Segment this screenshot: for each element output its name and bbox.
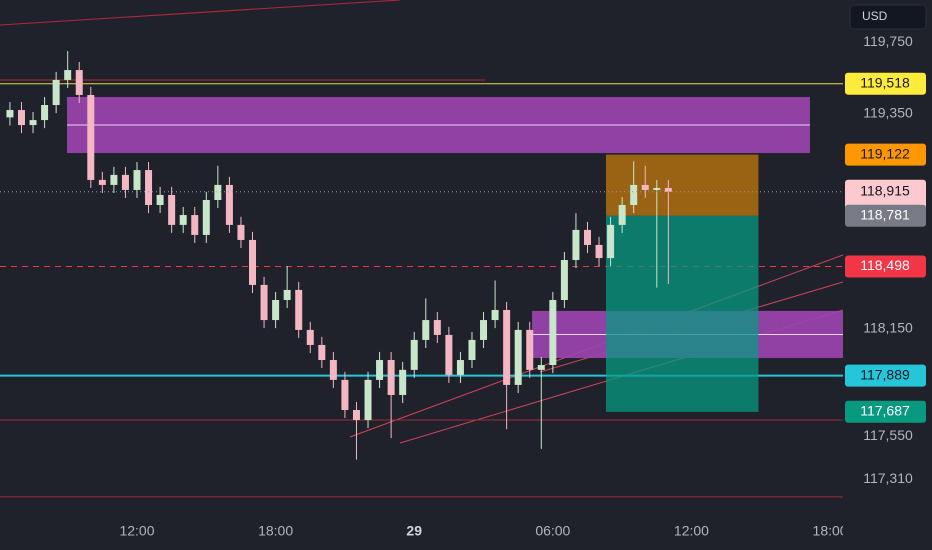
- price-badge: [845, 72, 926, 95]
- candle-body: [664, 187, 672, 192]
- candle-body: [29, 120, 37, 126]
- candle-body: [352, 410, 360, 421]
- x-tick-label: 12:00: [119, 523, 154, 539]
- candle-body: [6, 110, 14, 118]
- price-badge-label: 118,498: [860, 257, 910, 273]
- x-tick-label: 18:00: [813, 523, 848, 539]
- position-stop: [605, 154, 759, 216]
- candle-body: [560, 260, 568, 300]
- candle-body: [191, 215, 199, 235]
- candle-body: [503, 310, 511, 385]
- price-badge-label: 119,122: [860, 145, 910, 161]
- candle-body: [272, 299, 280, 321]
- price-badge: [845, 255, 926, 278]
- candle-body: [318, 344, 326, 361]
- candle-body: [237, 224, 245, 240]
- price-badge: [845, 204, 926, 227]
- candle-body: [52, 79, 60, 106]
- candle-body: [87, 94, 95, 180]
- currency-button[interactable]: USD: [849, 4, 927, 30]
- candle-body: [399, 369, 407, 395]
- candle-body: [618, 205, 626, 225]
- candle-body: [306, 329, 314, 345]
- candle-body: [583, 229, 591, 245]
- candle-body: [526, 329, 534, 370]
- candle-body: [260, 284, 268, 321]
- candle-body: [595, 244, 603, 259]
- y-tick-label: 119,750: [863, 33, 913, 49]
- candle-body: [433, 320, 441, 335]
- price-badge: [845, 143, 926, 166]
- currency[interactable]: USD: [862, 9, 888, 23]
- candle-body: [214, 184, 222, 200]
- candle-body: [410, 339, 418, 370]
- candle-body: [422, 320, 430, 340]
- candle-body: [110, 174, 118, 185]
- candle-body: [341, 379, 349, 411]
- candle-body: [98, 179, 106, 185]
- candle-body: [630, 184, 638, 206]
- candle-body: [641, 184, 649, 190]
- x-tick-label: 06:00: [535, 523, 570, 539]
- candle-body: [249, 239, 257, 285]
- candle-body: [364, 379, 372, 421]
- candle-body: [653, 187, 661, 190]
- candle-body: [225, 184, 233, 225]
- x-tick-label: 18:00: [258, 523, 293, 539]
- candle-body: [64, 70, 72, 80]
- candle-body: [156, 194, 164, 206]
- x-tick-label: 29: [406, 523, 422, 539]
- candle-body: [445, 334, 453, 375]
- price-badge-label: 118,915: [860, 182, 910, 198]
- price-badge-label: 119,518: [860, 74, 910, 90]
- candle-body: [387, 360, 395, 395]
- candle-body: [537, 365, 545, 370]
- candle-body: [133, 170, 141, 190]
- x-tick-label: 12:00: [674, 523, 709, 539]
- candle-body: [17, 110, 25, 126]
- y-tick-label: 117,310: [863, 470, 913, 486]
- candle-body: [514, 329, 522, 385]
- position-target: [605, 215, 759, 412]
- price-badge: [845, 364, 926, 387]
- plot-area: [0, 0, 843, 498]
- candle-body: [607, 224, 615, 259]
- price-badge-label: 117,687: [860, 403, 910, 419]
- candle-body: [329, 360, 337, 380]
- candle-body: [168, 194, 176, 225]
- x-axis: 12:00 18:00 29 06:00 12:00 18:00: [119, 523, 848, 539]
- candle-body: [75, 70, 83, 95]
- candle-body: [549, 299, 557, 366]
- candle-body: [456, 360, 464, 375]
- price-badge-label: 117,889: [860, 366, 910, 382]
- candle-body: [283, 289, 291, 300]
- price-badge: [845, 400, 926, 423]
- y-tick-label: 118,150: [863, 320, 913, 336]
- candle-body: [376, 360, 384, 380]
- y-tick-label: 119,350: [863, 104, 913, 120]
- y-tick-label: 117,550: [863, 427, 913, 443]
- candle-body: [145, 170, 153, 206]
- candle-body: [295, 289, 303, 330]
- candle-body: [468, 339, 476, 361]
- candle-body: [491, 310, 499, 321]
- candle-body: [202, 199, 210, 235]
- candle-body: [179, 215, 187, 225]
- trend-line: [0, 0, 401, 26]
- candle-body: [572, 229, 580, 261]
- candle-body: [480, 320, 488, 340]
- candle-body: [41, 105, 49, 121]
- candle-body: [121, 174, 129, 190]
- price-badge-label: 118,781: [860, 206, 910, 222]
